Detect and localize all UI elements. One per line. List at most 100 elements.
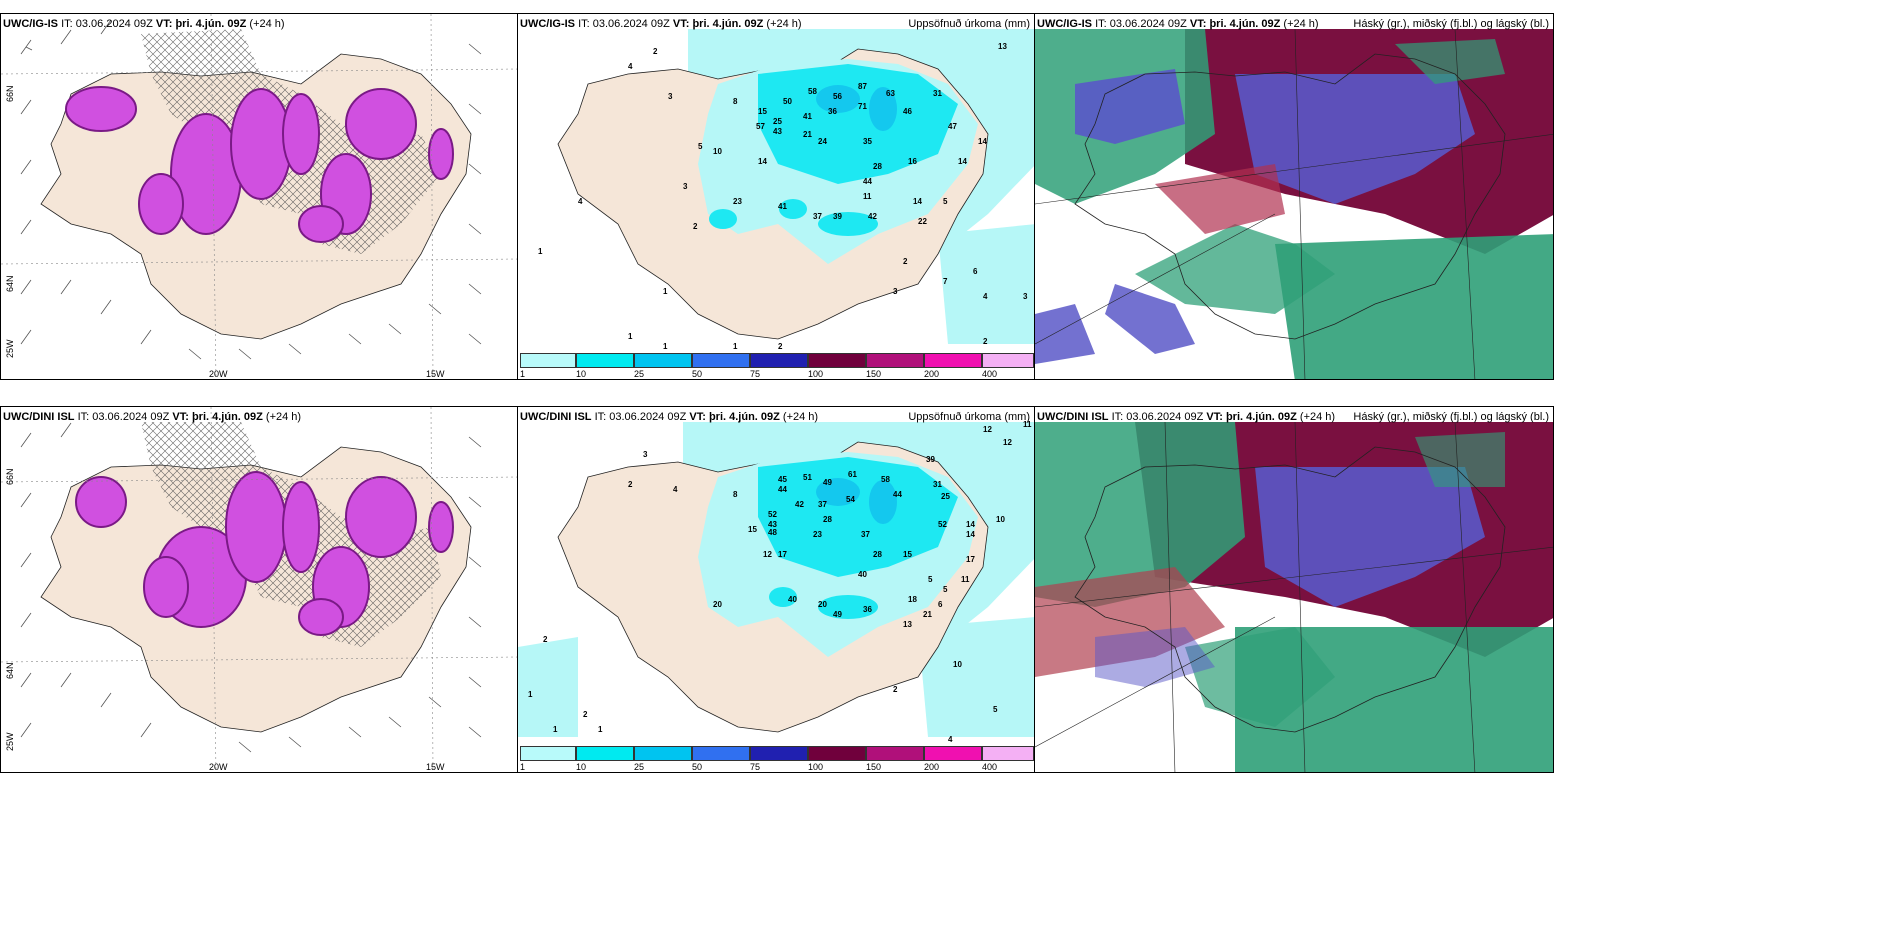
iceland-outline xyxy=(1074,53,1506,340)
panel-ig-precip: UWC/IG-IS IT: 03.06.2024 09Z VT: þri. 4.… xyxy=(517,13,1035,380)
colorbar: 1 10 25 50 75 100 150 200 400 xyxy=(518,351,1034,379)
svg-text:71: 71 xyxy=(858,102,867,111)
lon-label: 20W xyxy=(209,762,228,772)
svg-text:25: 25 xyxy=(941,492,950,501)
svg-text:4: 4 xyxy=(983,292,988,301)
svg-text:57: 57 xyxy=(756,122,765,131)
svg-text:16: 16 xyxy=(908,157,917,166)
svg-text:2: 2 xyxy=(893,685,898,694)
svg-text:44: 44 xyxy=(778,485,787,494)
svg-text:37: 37 xyxy=(818,500,827,509)
svg-text:40: 40 xyxy=(788,595,797,604)
svg-text:48: 48 xyxy=(768,528,777,537)
svg-text:15: 15 xyxy=(758,107,767,116)
svg-text:28: 28 xyxy=(823,515,832,524)
svg-text:2: 2 xyxy=(653,47,658,56)
lat-label: 64N xyxy=(5,662,15,679)
lon-label: 20W xyxy=(209,369,228,379)
svg-text:39: 39 xyxy=(926,455,935,464)
svg-text:23: 23 xyxy=(813,530,822,539)
svg-text:3: 3 xyxy=(643,450,648,459)
svg-text:17: 17 xyxy=(778,550,787,559)
svg-text:25: 25 xyxy=(773,117,782,126)
svg-text:43: 43 xyxy=(768,520,777,529)
lat-label: 25W xyxy=(5,732,15,751)
svg-text:2: 2 xyxy=(903,257,908,266)
svg-text:17: 17 xyxy=(966,555,975,564)
panel-subtitle: Háský (gr.), miðský (fj.bl.) og lágský (… xyxy=(1353,18,1549,30)
svg-text:5: 5 xyxy=(928,575,933,584)
wind-snow-map xyxy=(1,407,517,772)
svg-text:12: 12 xyxy=(763,550,772,559)
svg-text:42: 42 xyxy=(795,500,804,509)
svg-text:15: 15 xyxy=(903,550,912,559)
svg-text:54: 54 xyxy=(846,495,855,504)
svg-text:13: 13 xyxy=(998,42,1007,51)
svg-text:4: 4 xyxy=(628,62,633,71)
panel-title: UWC/IG-IS IT: 03.06.2024 09Z VT: þri. 4.… xyxy=(3,18,285,30)
svg-text:7: 7 xyxy=(943,277,948,286)
svg-text:49: 49 xyxy=(823,478,832,487)
svg-text:31: 31 xyxy=(933,480,942,489)
panel-title: UWC/IG-IS IT: 03.06.2024 09Z VT: þri. 4.… xyxy=(520,18,802,30)
panel-title: UWC/DINI ISL IT: 03.06.2024 09Z VT: þri.… xyxy=(3,411,302,423)
svg-text:1: 1 xyxy=(663,287,668,296)
lat-label: 66N xyxy=(5,85,15,102)
svg-text:3: 3 xyxy=(668,92,673,101)
svg-text:8: 8 xyxy=(733,490,738,499)
svg-text:1: 1 xyxy=(528,690,533,699)
svg-text:3: 3 xyxy=(893,287,898,296)
svg-text:37: 37 xyxy=(861,530,870,539)
svg-text:14: 14 xyxy=(958,157,967,166)
svg-text:58: 58 xyxy=(808,87,817,96)
svg-text:24: 24 xyxy=(818,137,827,146)
svg-text:56: 56 xyxy=(833,92,842,101)
svg-text:1: 1 xyxy=(553,725,558,734)
svg-text:58: 58 xyxy=(881,475,890,484)
svg-text:13: 13 xyxy=(903,620,912,629)
panel-ig-clouds: UWC/IG-IS IT: 03.06.2024 09Z VT: þri. 4.… xyxy=(1034,13,1554,380)
svg-text:12: 12 xyxy=(983,425,992,434)
svg-text:15: 15 xyxy=(748,525,757,534)
svg-text:14: 14 xyxy=(978,137,987,146)
svg-text:44: 44 xyxy=(863,177,872,186)
panel-ig-wind-snow: UWC/IG-IS IT: 03.06.2024 09Z VT: þri. 4.… xyxy=(0,13,518,380)
svg-text:11: 11 xyxy=(863,192,872,201)
svg-text:46: 46 xyxy=(903,107,912,116)
svg-text:37: 37 xyxy=(813,212,822,221)
lat-label: 66N xyxy=(5,468,15,485)
svg-text:2: 2 xyxy=(628,480,633,489)
svg-text:22: 22 xyxy=(918,217,927,226)
svg-text:39: 39 xyxy=(833,212,842,221)
svg-text:23: 23 xyxy=(733,197,742,206)
svg-text:28: 28 xyxy=(873,162,882,171)
svg-text:11: 11 xyxy=(1023,420,1032,429)
svg-text:36: 36 xyxy=(863,605,872,614)
panel-title: UWC/DINI ISL IT: 03.06.2024 09Z VT: þri.… xyxy=(1037,411,1336,423)
lon-label: 15W xyxy=(426,762,445,772)
svg-text:2: 2 xyxy=(543,635,548,644)
svg-text:14: 14 xyxy=(913,197,922,206)
cloud-map xyxy=(1035,14,1553,379)
svg-text:14: 14 xyxy=(758,157,767,166)
svg-text:11: 11 xyxy=(961,575,970,584)
lat-label: 25W xyxy=(5,339,15,358)
svg-text:10: 10 xyxy=(996,515,1005,524)
svg-text:52: 52 xyxy=(768,510,777,519)
svg-text:5: 5 xyxy=(943,585,948,594)
svg-text:36: 36 xyxy=(828,107,837,116)
svg-text:2: 2 xyxy=(583,710,588,719)
svg-text:14: 14 xyxy=(966,520,975,529)
svg-text:35: 35 xyxy=(863,137,872,146)
svg-text:49: 49 xyxy=(833,610,842,619)
svg-text:51: 51 xyxy=(803,473,812,482)
svg-text:44: 44 xyxy=(893,490,902,499)
panel-subtitle: Uppsöfnuð úrkoma (mm) xyxy=(908,411,1030,423)
lat-label: 64N xyxy=(5,275,15,292)
panel-dini-precip: UWC/DINI ISL IT: 03.06.2024 09Z VT: þri.… xyxy=(517,406,1035,773)
svg-text:3: 3 xyxy=(683,182,688,191)
svg-text:1: 1 xyxy=(538,247,543,256)
svg-text:3: 3 xyxy=(1023,292,1028,301)
lon-label: 15W xyxy=(426,369,445,379)
